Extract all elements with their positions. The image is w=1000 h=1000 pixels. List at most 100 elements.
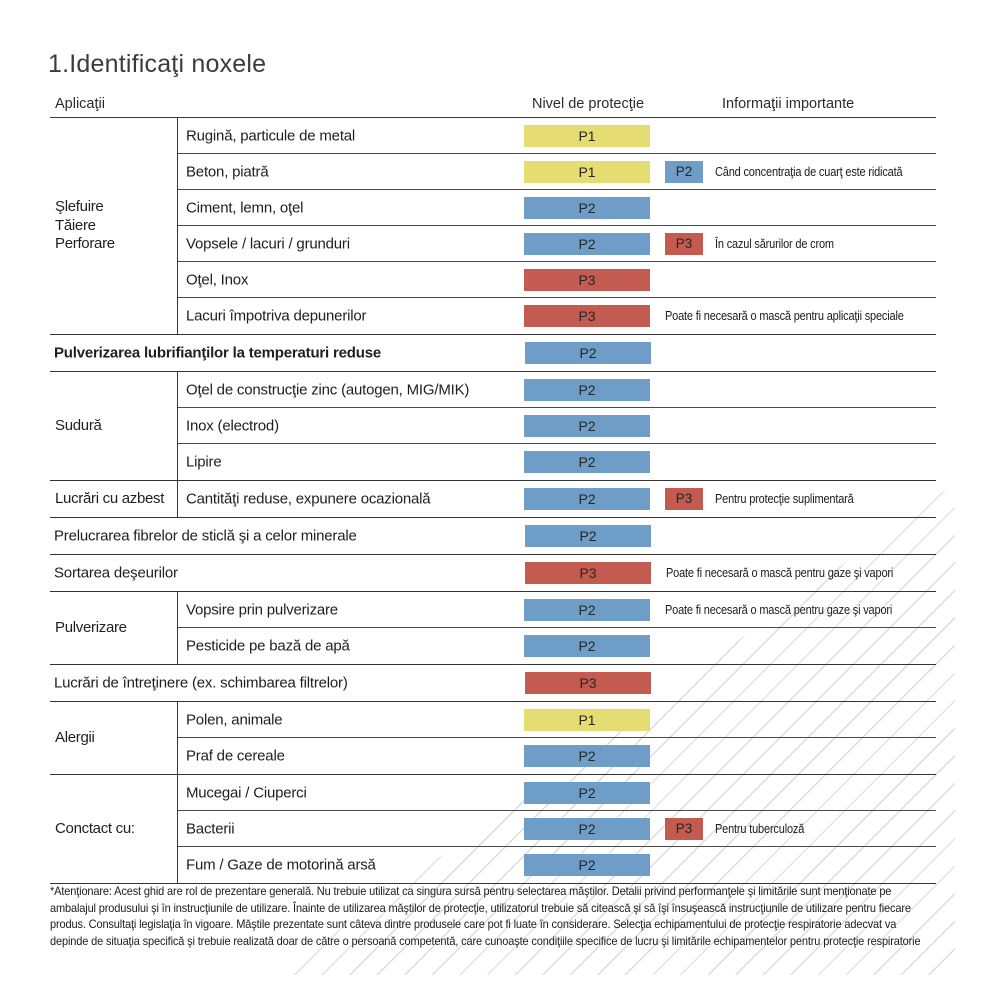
info-text: Când concentraţia de cuarţ este ridicată: [715, 165, 903, 179]
info-cell: P3 Pentru tuberculoză: [665, 818, 936, 840]
group-rows: Mucegai / Ciuperci P2 Bacterii P2 P3 Pentru t…: [178, 775, 936, 883]
application-label: Fum / Gaze de motorină arsă: [186, 856, 376, 874]
column-header-important-info: Informaţii importante: [722, 96, 855, 112]
table-section-fullwidth: Pulverizarea lubrifianţilor la temperatu…: [50, 335, 936, 372]
table-row: Pesticide pe bază de apă P2: [178, 628, 936, 664]
protection-badge-p1: P1: [524, 125, 650, 147]
table-row: Vopsire prin pulverizare P2 Poate fi neces…: [178, 592, 936, 628]
group-rows: Rugină, particule de metal P1 Beton, piatr…: [178, 118, 936, 334]
table-header: Aplicaţii Nivel de protecţie Informaţii …: [50, 92, 936, 118]
table-section-fullwidth: Prelucrarea fibrelor de sticlă şi a celo…: [50, 518, 936, 555]
group-label: Şlefuire Tăiere Perforare: [50, 118, 178, 334]
application-label: Praf de cereale: [186, 747, 285, 765]
column-header-applications: Aplicaţii: [55, 96, 105, 112]
group-label-line: Lucrări cu azbest: [55, 489, 165, 507]
group-label: Alergii: [50, 702, 178, 774]
protection-badge-p3-secondary: P3: [665, 233, 703, 255]
application-label: Vopsire prin pulverizare: [186, 601, 338, 618]
info-cell: Poate fi necesară o mască pentru gaze şi…: [665, 599, 936, 621]
protection-badge-p3: P3: [525, 562, 651, 584]
application-label: Beton, piatră: [186, 163, 269, 180]
protection-badge-p2: P2: [524, 854, 650, 876]
table-row: Oţel, Inox P3: [178, 262, 936, 298]
column-header-protection-level: Nivel de protecţie: [531, 96, 645, 112]
group-label-line: Tăiere: [55, 216, 96, 234]
protection-badge-p2: P2: [524, 635, 650, 657]
group-label-line: Pulverizare: [55, 618, 127, 636]
info-text: Pentru tuberculoză: [715, 822, 805, 836]
group-label-line: Sudură: [55, 416, 102, 434]
table-section-group: Pulverizare Vopsire prin pulverizare P2 Poa…: [50, 592, 936, 665]
group-label: Sudură: [50, 372, 178, 480]
protection-badge-p2: P2: [524, 233, 650, 255]
application-label: Ciment, lemn, oţel: [186, 199, 304, 216]
application-label: Pulverizarea lubrifianţilor la temperatu…: [54, 344, 381, 362]
info-text: Pentru protecţie suplimentară: [715, 492, 854, 506]
table-row: Vopsele / lacuri / grunduri P2 P3 În cazul …: [178, 226, 936, 262]
info-cell: P2 Când concentraţia de cuarţ este ridica…: [665, 161, 936, 183]
table-row: Fum / Gaze de motorină arsă P2: [178, 847, 936, 883]
protection-badge-p2: P2: [524, 197, 650, 219]
protection-badge-p2-secondary: P2: [665, 161, 703, 183]
protection-badge-p2: P2: [524, 782, 650, 804]
application-label: Rugină, particule de metal: [186, 127, 356, 144]
table-row: Rugină, particule de metal P1: [178, 118, 936, 154]
table-row: Lacuri împotriva depunerilor P3 Poate fi n…: [178, 298, 936, 334]
protection-badge-p2: P2: [524, 818, 650, 840]
table-row: Bacterii P2 P3 Pentru tuberculoză: [178, 811, 936, 847]
application-label: Prelucrarea fibrelor de sticlă şi a celo…: [54, 527, 357, 545]
info-text: Poate fi necesară o mască pentru gaze şi…: [666, 566, 894, 580]
protection-badge-p2: P2: [524, 745, 650, 767]
info-text: Poate fi necesară o mască pentru aplicaţ…: [665, 309, 904, 323]
table-row: Inox (electrod) P2: [178, 408, 936, 444]
table-section-group: Alergii Polen, animale P1 Praf de cereale P2: [50, 702, 936, 775]
group-label-line: Perforare: [55, 235, 115, 253]
protection-badge-p2: P2: [525, 525, 651, 547]
table-section-group: Conctact cu: Mucegai / Ciuperci P2 Bacterii…: [50, 775, 936, 884]
table-section-group: Sudură Oţel de construcţie zinc (autogen,…: [50, 372, 936, 481]
group-label: Conctact cu:: [50, 775, 178, 883]
group-label: Lucrări cu azbest: [50, 481, 178, 517]
page-title: 1.Identificaţi noxele: [48, 50, 267, 78]
group-rows: Polen, animale P1 Praf de cereale P2: [178, 702, 936, 774]
group-label-line: Conctact cu:: [55, 819, 135, 837]
table-body: Şlefuire Tăiere Perforare Rugină, particule…: [50, 118, 936, 884]
info-cell: P3 În cazul sărurilor de crom: [665, 233, 936, 255]
application-label: Cantităţi reduse, expunere ocazională: [186, 490, 431, 508]
application-label: Lipire: [186, 453, 222, 471]
application-label: Polen, animale: [186, 711, 283, 728]
protection-badge-p2: P2: [524, 599, 650, 621]
protection-badge-p2: P2: [524, 488, 650, 510]
application-label: Oţel de construcţie zinc (autogen, MIG/M…: [186, 381, 470, 398]
info-cell: P3 Pentru protecţie suplimentară: [665, 488, 936, 510]
application-label: Vopsele / lacuri / grunduri: [186, 235, 350, 252]
protection-badge-p2: P2: [525, 342, 651, 364]
group-rows: Cantităţi reduse, expunere ocazională P2 P…: [178, 481, 936, 517]
application-label: Sortarea deşeurilor: [54, 564, 178, 582]
group-rows: Vopsire prin pulverizare P2 Poate fi neces…: [178, 592, 936, 664]
table-row: Beton, piatră P1 P2 Când concentraţia de cu…: [178, 154, 936, 190]
application-label: Lacuri împotriva depunerilor: [186, 307, 367, 325]
protection-badge-p2: P2: [524, 451, 650, 473]
protection-badge-p3: P3: [525, 672, 651, 694]
info-text: În cazul sărurilor de crom: [715, 237, 834, 251]
disclaimer-footnote: *Atenţionare: Acest ghid are rol de prez…: [50, 885, 921, 948]
protection-badge-p3: P3: [524, 269, 650, 291]
protection-badge-p2: P2: [524, 415, 650, 437]
group-label-line: Şlefuire: [55, 197, 104, 215]
table-row: Cantităţi reduse, expunere ocazională P2 P…: [178, 481, 936, 517]
table-row: Mucegai / Ciuperci P2: [178, 775, 936, 811]
table-section-fullwidth: Sortarea deşeurilor P3 Poate fi necesară o…: [50, 555, 936, 592]
group-label-line: Alergii: [55, 728, 95, 746]
table-section-group: Şlefuire Tăiere Perforare Rugină, particule…: [50, 118, 936, 335]
table-row: Ciment, lemn, oţel P2: [178, 190, 936, 226]
hazard-table: Aplicaţii Nivel de protecţie Informaţii …: [50, 92, 936, 884]
table-section-group: Lucrări cu azbest Cantităţi reduse, expun…: [50, 481, 936, 518]
table-row: Lipire P2: [178, 444, 936, 480]
group-label: Pulverizare: [50, 592, 178, 664]
group-rows: Oţel de construcţie zinc (autogen, MIG/M…: [178, 372, 936, 480]
table-row: Praf de cereale P2: [178, 738, 936, 774]
info-text: Poate fi necesară o mască pentru gaze şi…: [665, 603, 893, 617]
application-label: Lucrări de întreţinere (ex. schimbarea f…: [54, 674, 348, 692]
